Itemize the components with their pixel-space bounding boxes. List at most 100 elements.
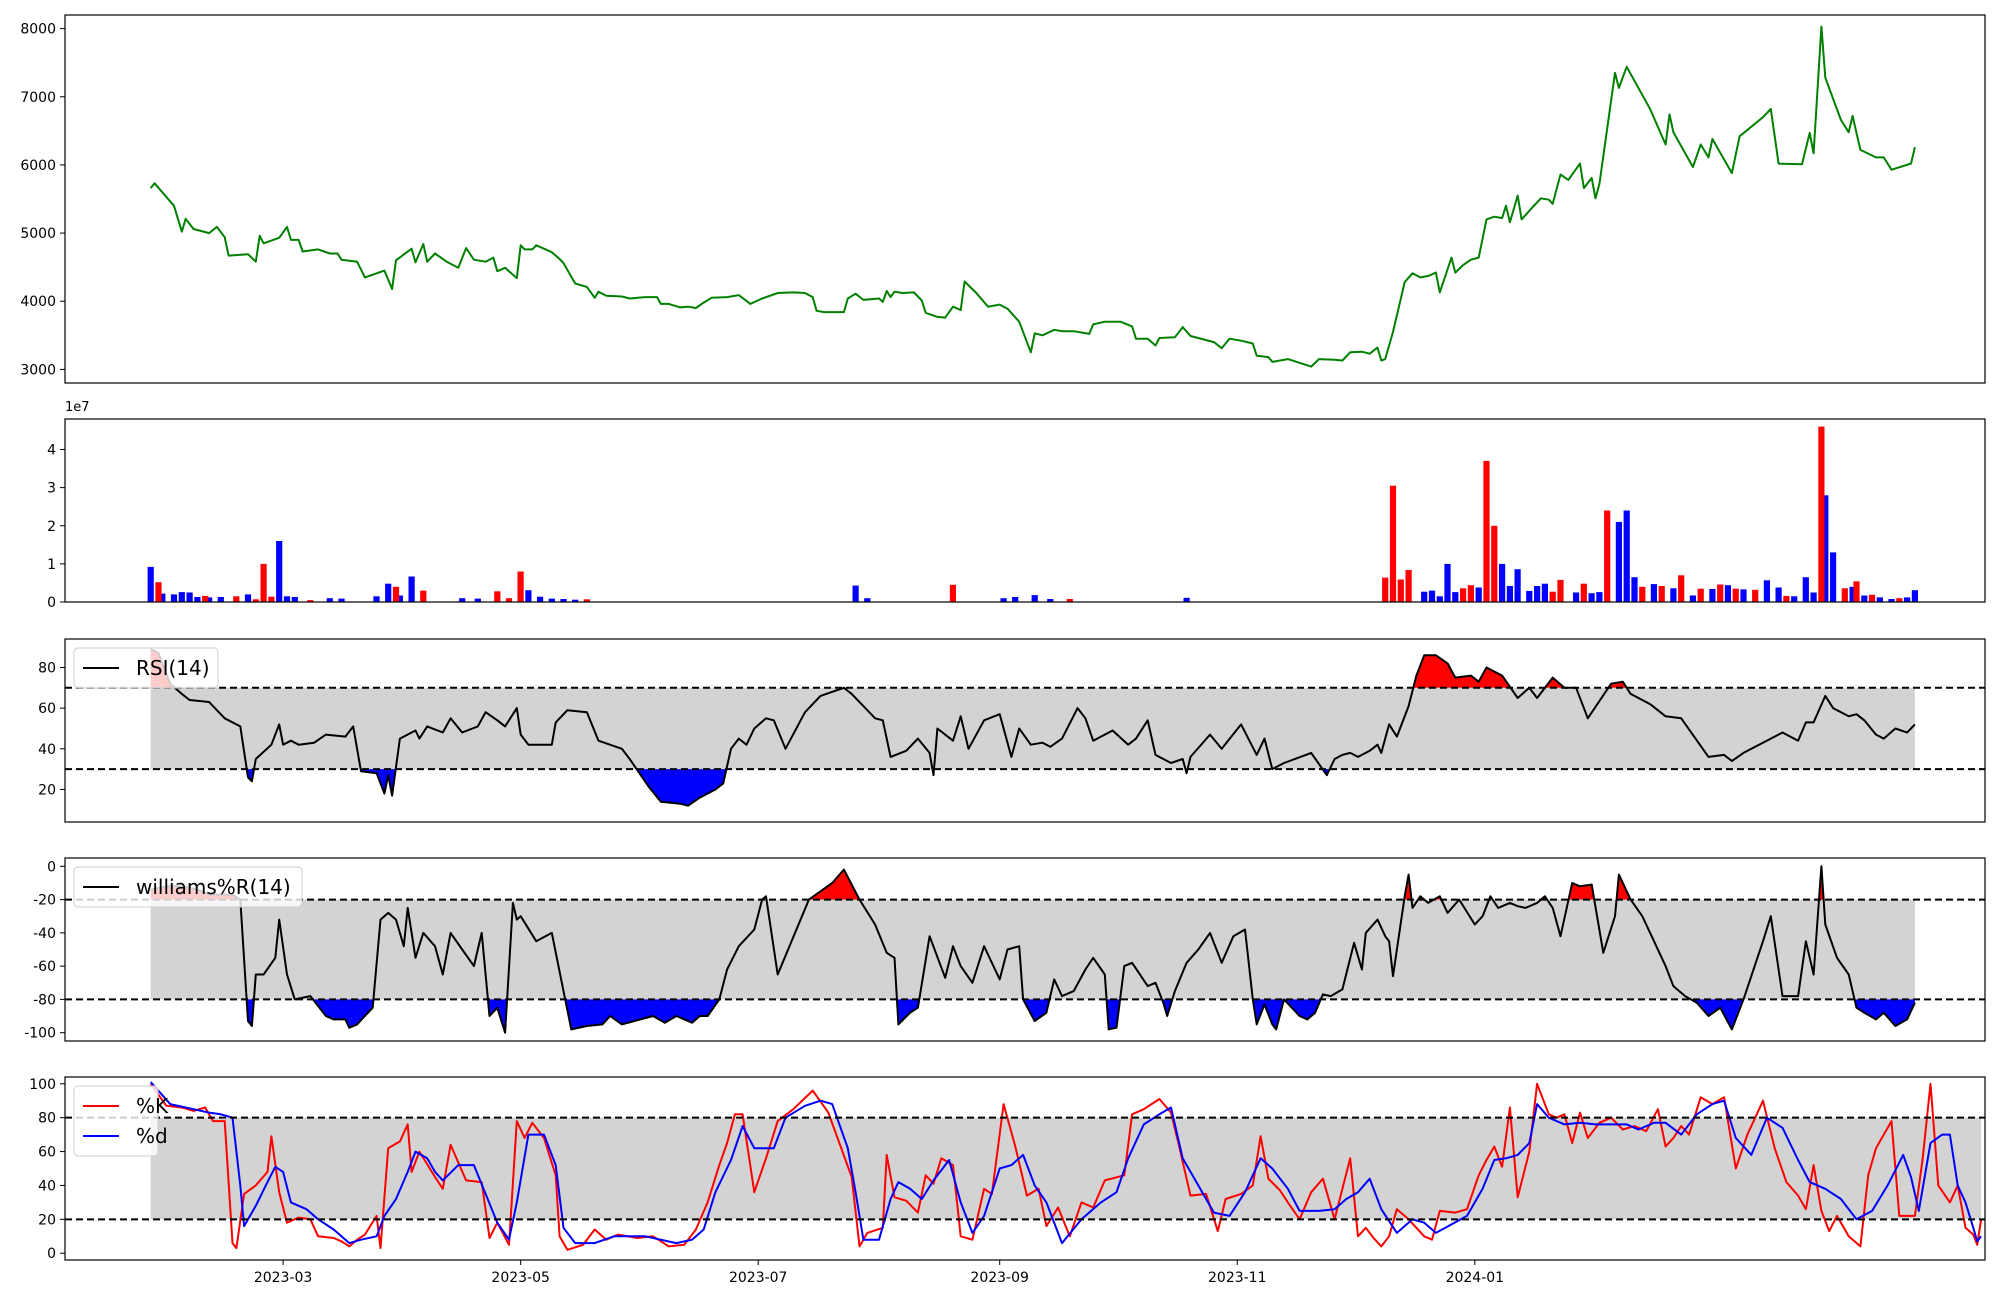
volume-bar xyxy=(396,595,403,602)
volume-bar xyxy=(1697,588,1704,602)
volume-ytick-label: 3 xyxy=(47,481,56,497)
rsi-oversold-fill xyxy=(360,769,396,796)
volume-bar xyxy=(1639,586,1646,602)
volume-bar xyxy=(560,599,567,602)
williams-plot-area xyxy=(150,865,1916,1034)
volume-bar xyxy=(459,598,466,602)
price-ytick-label: 3000 xyxy=(20,362,56,378)
volume-bar xyxy=(1717,584,1724,602)
volume-bar xyxy=(864,598,871,602)
volume-bar xyxy=(1436,596,1443,602)
volume-bar xyxy=(1382,577,1389,602)
volume-bar xyxy=(233,596,240,602)
williams-legend: williams%R(14) xyxy=(73,866,303,908)
volume-bar xyxy=(1732,588,1739,602)
legend-box xyxy=(73,647,219,689)
volume-bar xyxy=(283,596,291,602)
volume-bar xyxy=(1183,597,1190,602)
rsi-overbought-fill xyxy=(1413,655,1511,688)
volume-bar xyxy=(1709,589,1716,602)
volume-bar xyxy=(1541,583,1548,602)
volume-bar xyxy=(1791,596,1798,602)
volume-bar xyxy=(1888,599,1895,602)
volume-bar xyxy=(1534,586,1541,602)
volume-bar xyxy=(155,582,162,602)
williams-ytick-label: -20 xyxy=(33,893,56,909)
volume-bar xyxy=(1389,485,1397,602)
volume-bar xyxy=(1822,495,1829,602)
williams-oversold-fill xyxy=(487,999,508,1033)
volume-bar xyxy=(1849,586,1856,602)
volume-bar xyxy=(202,595,209,602)
xtick-label: 2024-01 xyxy=(1446,1270,1505,1286)
volume-bar xyxy=(1783,595,1790,602)
stochastic-ytick-label: 80 xyxy=(38,1111,56,1127)
williams-oversold-fill xyxy=(897,999,920,1025)
volume-bar xyxy=(1499,563,1506,602)
legend-label: williams%R(14) xyxy=(136,875,291,899)
rsi-ytick-label: 20 xyxy=(38,782,56,798)
stochastic-ytick-label: 60 xyxy=(38,1145,56,1161)
volume-bar xyxy=(1724,585,1731,602)
volume-bar xyxy=(1876,597,1883,602)
volume-bar xyxy=(392,586,400,602)
volume-axes-frame xyxy=(64,418,1986,603)
williams-oversold-fill xyxy=(1023,999,1050,1021)
volume-ytick-label: 2 xyxy=(47,519,56,535)
stochastic-ytick-label: 0 xyxy=(47,1246,56,1262)
volume-bar xyxy=(1428,590,1436,602)
volume-bar xyxy=(1514,569,1521,602)
stochastic-axes-frame xyxy=(64,1076,1986,1261)
stochastic-panel: 0 20 40 60 80 100 2023-03 2023-05 2023-07 2023-09… xyxy=(29,1076,1986,1286)
xtick-label: 2023-07 xyxy=(729,1270,788,1286)
price-series-line-0 xyxy=(149,25,1916,368)
volume-bar xyxy=(1615,521,1622,602)
volume-bar xyxy=(1841,588,1848,602)
xtick-label: 2023-11 xyxy=(1208,1270,1267,1286)
volume-bar xyxy=(1650,584,1657,602)
price-ytick-label: 4000 xyxy=(20,294,56,310)
volume-bar xyxy=(1896,598,1903,602)
volume-bar xyxy=(268,596,275,602)
stochastic-legend: %K %d xyxy=(73,1085,169,1157)
volume-bar xyxy=(1818,426,1825,602)
williams-ytick-label: -80 xyxy=(33,992,56,1008)
volume-bar xyxy=(1405,570,1412,602)
rsi-legend: RSI(14) xyxy=(73,647,219,689)
volume-bar xyxy=(307,600,314,602)
rsi-band xyxy=(150,687,1915,770)
rsi-oversold-fill xyxy=(636,769,727,806)
volume-bar xyxy=(1483,460,1490,602)
volume-bar xyxy=(385,583,392,602)
volume-panel: 0 1 2 3 4 1e7 xyxy=(47,400,1986,611)
stochastic-plot-area xyxy=(149,1081,1983,1251)
williams-ytick-label: -60 xyxy=(33,959,56,975)
volume-bar xyxy=(1066,599,1073,602)
volume-bar xyxy=(1802,577,1809,602)
volume-bar xyxy=(1031,595,1038,602)
williams-oversold-fill xyxy=(1691,999,1744,1030)
volume-plot-area xyxy=(147,426,1918,602)
volume-bar xyxy=(186,592,193,602)
volume-bar xyxy=(260,563,267,602)
williams-panel: 0 -20 -40 -60 -80 -100 williams%R(14) xyxy=(24,857,1986,1042)
volume-bar xyxy=(1444,563,1451,602)
volume-bar xyxy=(572,599,579,602)
volume-bar xyxy=(494,591,501,602)
volume-bar xyxy=(517,571,524,602)
volume-bar xyxy=(1460,588,1467,602)
volume-bar xyxy=(1588,593,1595,602)
stochastic-ytick-label: 40 xyxy=(38,1178,56,1194)
rsi-ytick-label: 40 xyxy=(38,742,56,758)
volume-bar xyxy=(147,566,154,602)
williams-ytick-label: 0 xyxy=(47,859,56,875)
volume-bar xyxy=(1911,590,1918,602)
volume-ytick-label: 4 xyxy=(47,443,56,459)
volume-ytick-label: 0 xyxy=(47,595,56,611)
volume-bar xyxy=(170,594,178,602)
volume-bar xyxy=(1475,587,1482,602)
stochastic-series-line-1 xyxy=(149,1081,1982,1245)
volume-bar xyxy=(1868,594,1876,602)
stochastic-ytick-label: 100 xyxy=(29,1077,56,1093)
volume-bar xyxy=(420,590,427,602)
